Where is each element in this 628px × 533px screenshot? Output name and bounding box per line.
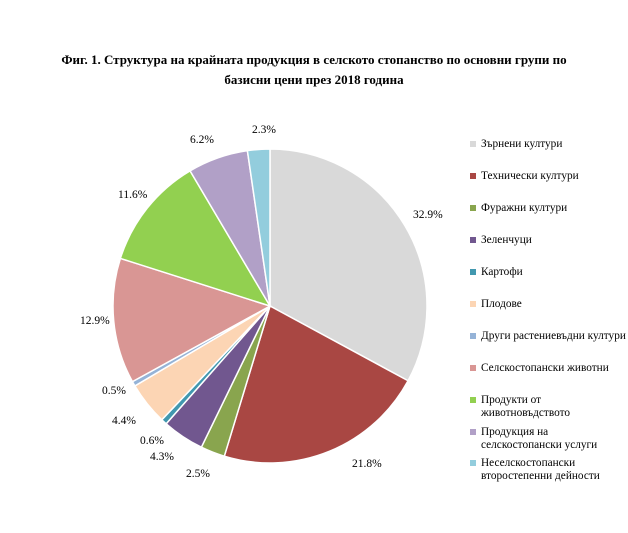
- pie-slice-8: [112, 257, 272, 383]
- data-label-6: 4.4%: [112, 415, 136, 427]
- data-label-4: 4.3%: [150, 451, 174, 463]
- legend-swatch: [470, 333, 476, 339]
- pie-slice-11: [246, 148, 271, 307]
- legend-label: Технически култури: [481, 170, 579, 182]
- legend-swatch: [470, 429, 476, 435]
- pie-slice-1: [269, 148, 428, 382]
- legend-label: Фуражни култури: [481, 202, 568, 214]
- pie-slice-2: [223, 304, 410, 464]
- legend-label: Неселскостопански второстепенни дейности: [481, 457, 600, 482]
- legend-label: Продукти от животновъдството: [481, 394, 571, 419]
- data-label-10: 6.2%: [190, 134, 214, 146]
- legend-label: Продукция на селскостопански услуги: [481, 426, 598, 451]
- data-label-11: 2.3%: [252, 124, 276, 136]
- legend-swatch: [470, 141, 476, 147]
- legend-swatch: [470, 237, 476, 243]
- data-label-1: 32.9%: [413, 209, 443, 221]
- legend-label: Селскостопански животни: [481, 362, 609, 374]
- legend-swatch: [470, 365, 476, 371]
- data-label-3: 2.5%: [186, 468, 210, 480]
- legend-label: Плодове: [481, 298, 522, 310]
- chart-title-line-1: Фиг. 1. Структура на крайната продукция …: [61, 52, 567, 67]
- data-label-2: 21.8%: [352, 458, 382, 470]
- legend-swatch: [470, 205, 476, 211]
- legend-label: Картофи: [481, 266, 523, 278]
- legend-swatch: [470, 397, 476, 403]
- data-label-7: 0.5%: [102, 385, 126, 397]
- legend-label: Други растениевъдни култури: [481, 330, 626, 342]
- legend-swatch: [470, 173, 476, 179]
- data-label-5: 0.6%: [140, 435, 164, 447]
- legend-swatch: [470, 460, 476, 466]
- pie-slice-9: [119, 169, 272, 308]
- chart-title: Фиг. 1. Структура на крайната продукция …: [0, 50, 628, 90]
- legend-label: Зърнени култури: [481, 138, 563, 150]
- data-label-8: 12.9%: [80, 315, 110, 327]
- data-label-9: 11.6%: [118, 189, 148, 201]
- legend-label: Зеленчуци: [481, 234, 532, 246]
- chart-title-line-2: базисни цени през 2018 година: [224, 72, 404, 87]
- legend-swatch: [470, 301, 476, 307]
- legend-swatch: [470, 269, 476, 275]
